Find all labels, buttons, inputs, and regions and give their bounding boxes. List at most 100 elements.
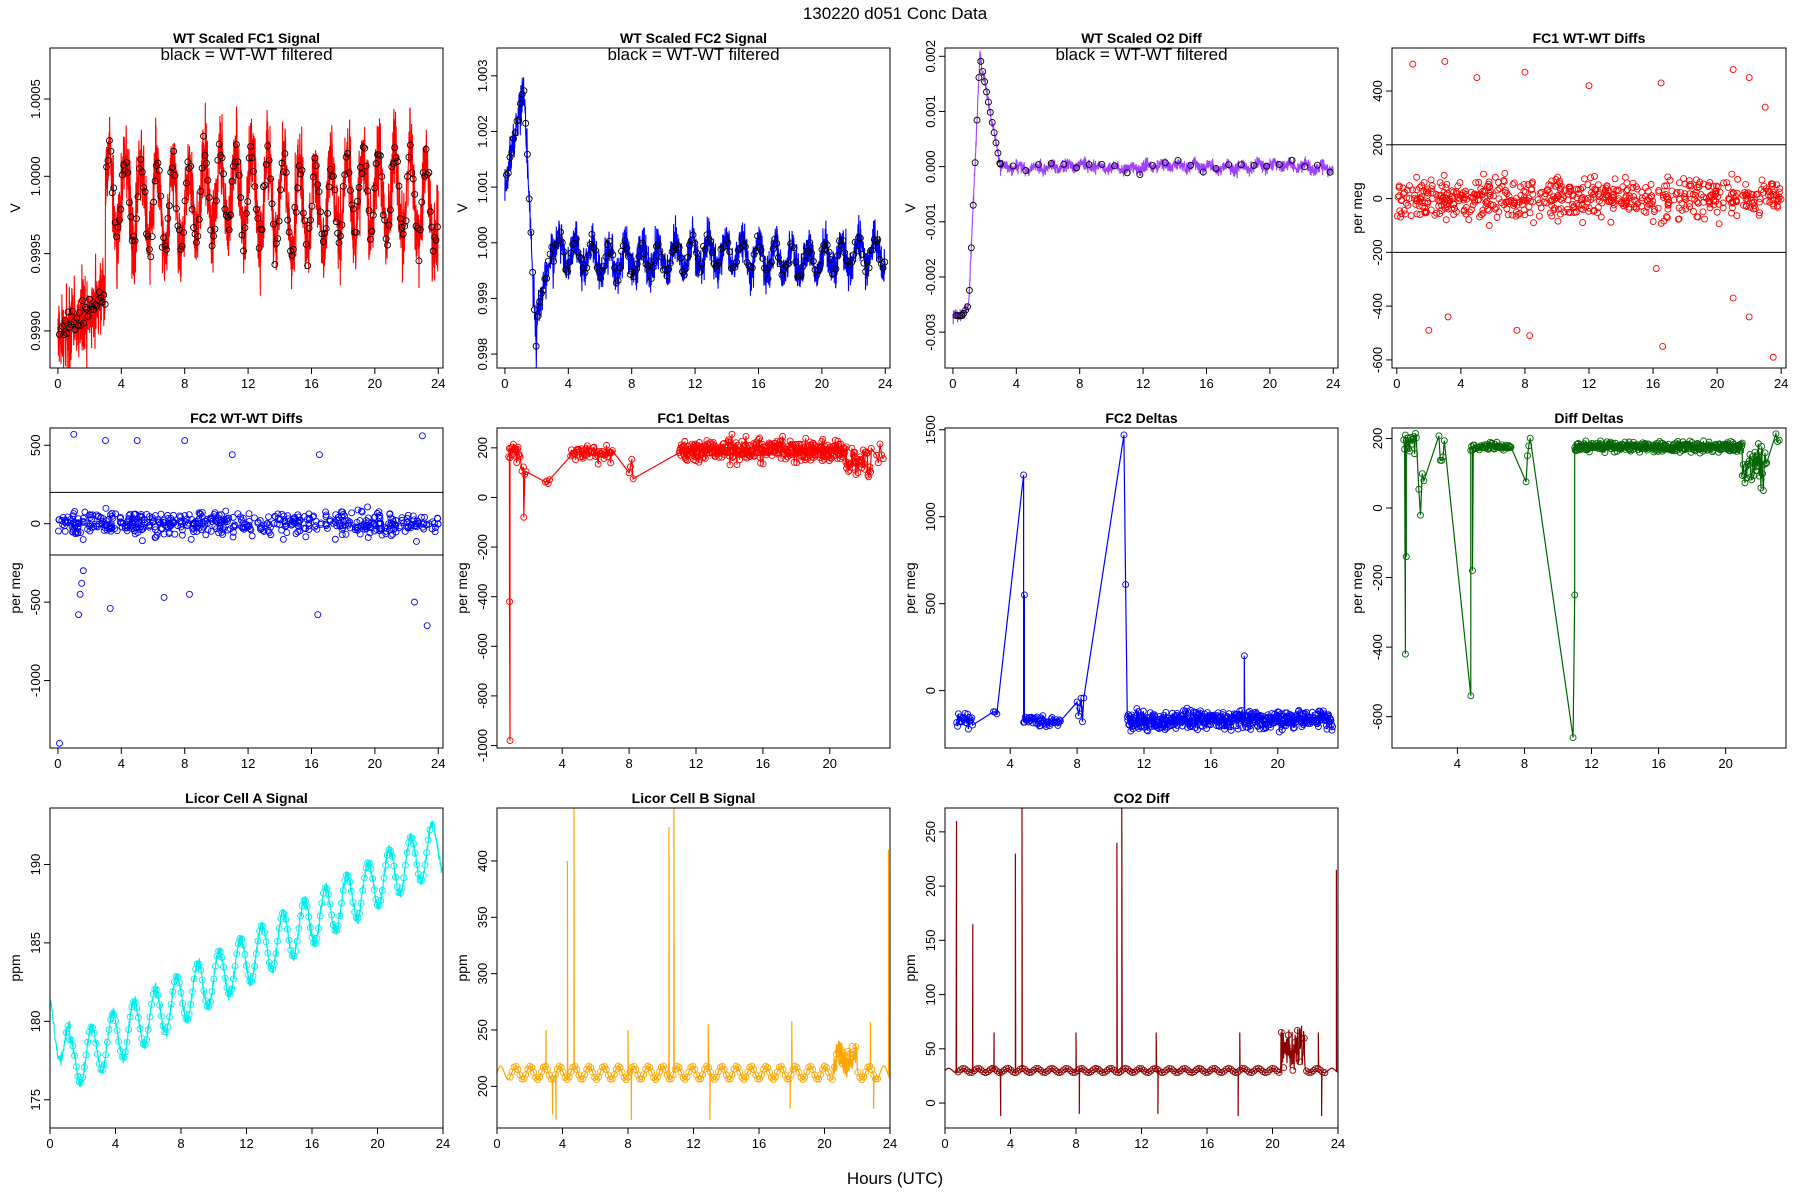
data-point — [89, 511, 97, 519]
data-point — [530, 306, 538, 314]
data-point — [324, 209, 332, 217]
data-point — [991, 1065, 999, 1073]
data-point — [146, 1013, 154, 1021]
data-point — [823, 1064, 830, 1071]
y-tick-label: 0.000 — [923, 150, 938, 183]
data-point — [1775, 188, 1783, 196]
data-point — [270, 960, 278, 968]
data-point — [217, 511, 225, 519]
data-point — [144, 232, 152, 240]
data-point — [1774, 438, 1782, 446]
data-point — [858, 1076, 866, 1083]
data-point — [762, 1062, 769, 1070]
data-point — [197, 188, 205, 195]
data-point — [809, 257, 817, 265]
data-point — [808, 249, 816, 257]
data-point — [1076, 704, 1084, 712]
data-point — [1402, 553, 1410, 561]
data-point — [245, 510, 253, 518]
data-point — [418, 198, 426, 206]
data-point — [1693, 184, 1701, 191]
x-tick-label: 0 — [941, 1136, 948, 1151]
data-point — [187, 535, 195, 543]
data-point — [117, 205, 125, 213]
y-tick-label: 400 — [1370, 80, 1385, 102]
data-point — [666, 259, 674, 267]
data-point — [292, 208, 300, 216]
data-point — [697, 1075, 705, 1083]
data-point — [1494, 186, 1502, 194]
data-point — [389, 530, 397, 538]
data-point — [1236, 1066, 1244, 1074]
y-axis-label: ppm — [7, 954, 23, 981]
data-point — [1705, 181, 1713, 189]
data-point — [225, 514, 233, 522]
data-point — [818, 457, 826, 465]
x-tick-label: 24 — [878, 376, 892, 391]
data-point — [836, 1045, 844, 1053]
data-point — [340, 518, 347, 525]
data-point — [123, 1038, 131, 1046]
data-point — [1715, 220, 1723, 228]
data-point — [681, 1076, 689, 1083]
data-point — [290, 514, 298, 522]
data-point — [1039, 1068, 1047, 1076]
data-point — [1433, 209, 1441, 217]
data-point — [338, 531, 346, 539]
x-tick-label: 12 — [688, 376, 702, 391]
data-point — [1404, 201, 1412, 209]
data-point — [299, 209, 307, 217]
data-point — [378, 173, 386, 181]
data-point — [274, 235, 282, 242]
data-point — [170, 147, 178, 155]
data-point — [302, 525, 309, 533]
data-point — [1234, 1068, 1242, 1076]
data-point — [1227, 1065, 1235, 1073]
x-tick-label: 16 — [304, 376, 318, 391]
data-point — [1470, 190, 1478, 198]
data-point — [129, 514, 137, 522]
data-point — [315, 188, 323, 196]
y-tick-label: 0 — [923, 687, 938, 694]
data-point — [241, 224, 249, 232]
data-point — [1135, 1065, 1143, 1073]
data-point — [694, 255, 702, 263]
data-point — [265, 521, 273, 529]
data-point — [426, 208, 434, 216]
data-point — [285, 228, 293, 236]
data-point — [261, 928, 268, 936]
data-point — [866, 1062, 874, 1070]
plot-area — [1400, 429, 1783, 742]
data-point — [1422, 209, 1430, 217]
data-point — [107, 511, 115, 519]
data-point — [375, 513, 383, 521]
data-point — [77, 529, 85, 536]
data-point — [356, 909, 363, 917]
data-point — [239, 941, 247, 949]
data-point — [1396, 207, 1404, 215]
data-point — [1056, 717, 1064, 725]
data-point — [1482, 202, 1490, 210]
x-tick-label: 12 — [241, 756, 255, 771]
data-point — [261, 181, 269, 189]
data-point — [165, 202, 173, 210]
data-point — [647, 275, 655, 283]
data-point — [680, 442, 688, 450]
data-point — [177, 245, 185, 253]
data-point — [181, 437, 189, 444]
data-point — [958, 718, 966, 726]
data-point — [354, 506, 362, 514]
data-point — [873, 451, 881, 459]
data-point — [201, 517, 209, 525]
data-point — [198, 976, 206, 984]
data-point — [954, 1068, 962, 1076]
data-point — [1754, 463, 1761, 470]
data-point — [1271, 1065, 1278, 1073]
data-point — [1273, 1067, 1281, 1075]
data-point — [124, 522, 132, 530]
data-point — [123, 518, 131, 526]
data-point — [839, 237, 847, 245]
